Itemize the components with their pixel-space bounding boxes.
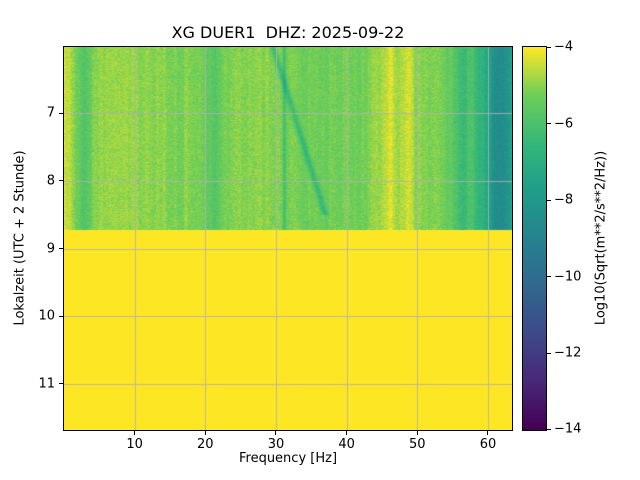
- colorbar-tick-label: −14: [554, 421, 582, 437]
- y-tick: [59, 383, 63, 385]
- y-tick-label: 8: [46, 173, 55, 189]
- plot-area: [63, 46, 513, 431]
- colorbar-tick: [547, 199, 551, 201]
- y-tick: [59, 112, 63, 114]
- x-tick-label: 40: [338, 437, 355, 452]
- x-tick-label: 60: [479, 437, 497, 452]
- y-tick: [59, 180, 63, 182]
- x-axis-label: Frequency [Hz]: [238, 451, 338, 466]
- y-tick: [59, 315, 63, 317]
- colorbar-tick-label: −12: [554, 345, 582, 361]
- colorbar-tick: [547, 428, 551, 430]
- colorbar-tick-label: −4: [554, 39, 574, 55]
- y-tick-label: 11: [38, 376, 55, 392]
- colorbar-tick-label: −10: [554, 269, 582, 285]
- colorbar-tick-label: −6: [554, 116, 574, 132]
- y-axis-label: Lokalzeit (UTC + 2 Stunde): [12, 150, 28, 326]
- x-tick: [134, 431, 136, 435]
- x-tick: [416, 431, 418, 435]
- y-tick: [59, 248, 63, 250]
- y-tick-label: 10: [38, 308, 55, 324]
- x-tick-label: 20: [197, 437, 214, 452]
- colorbar-tick: [547, 352, 551, 354]
- x-tick: [275, 431, 277, 435]
- x-tick-label: 50: [409, 437, 426, 452]
- colorbar-tick: [547, 46, 551, 48]
- y-tick-label: 7: [46, 105, 55, 121]
- x-tick: [487, 431, 489, 435]
- colorbar-tick: [547, 123, 551, 125]
- chart-title: XG DUER1 DHZ: 2025-09-22: [171, 23, 405, 42]
- x-tick: [204, 431, 206, 435]
- colorbar-tick-label: −8: [554, 192, 574, 208]
- colorbar: [522, 46, 547, 431]
- x-tick: [346, 431, 348, 435]
- colorbar-label: Log10(Sqrt(m**2/s**2/Hz)): [593, 150, 609, 326]
- colorbar-gradient: [523, 47, 546, 430]
- x-tick-label: 30: [267, 437, 285, 452]
- colorbar-tick: [547, 276, 551, 278]
- y-tick-label: 9: [46, 241, 55, 257]
- x-tick-label: 10: [126, 437, 143, 452]
- spectrogram-heatmap: [64, 47, 512, 430]
